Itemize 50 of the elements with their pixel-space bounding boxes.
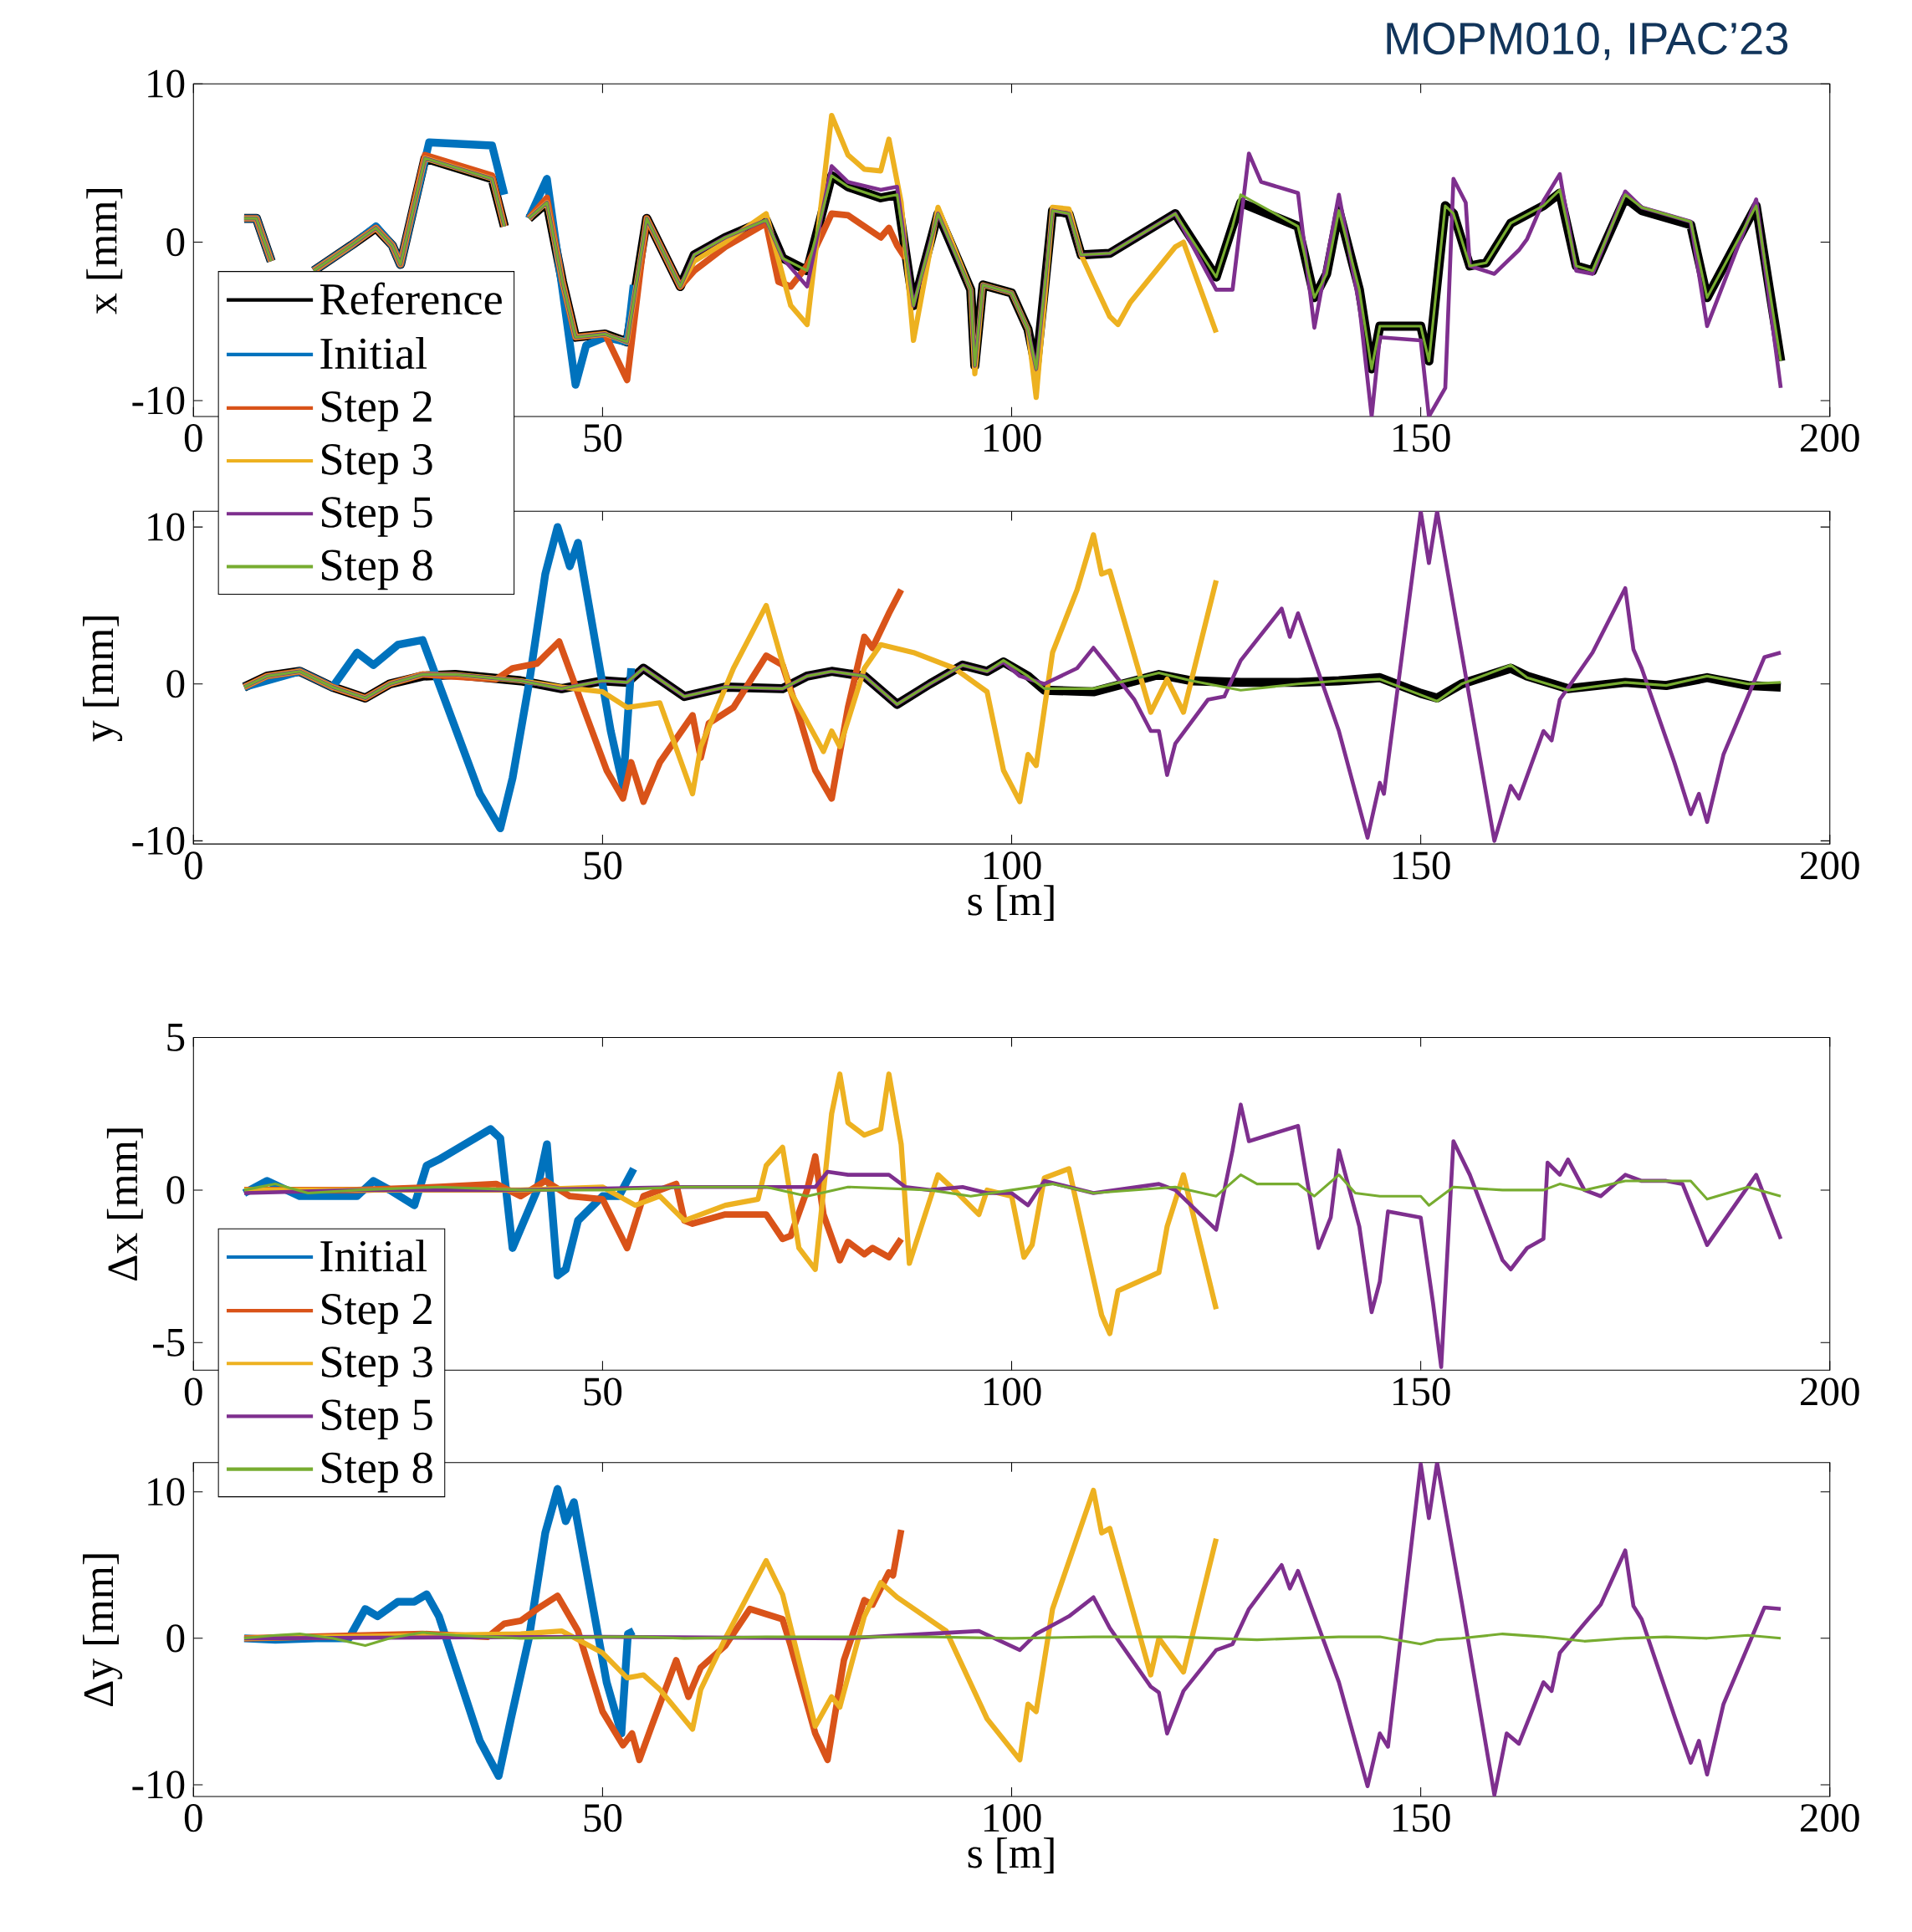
x-tick-label: 100: [984, 851, 1041, 880]
x-tick-label: 0: [184, 424, 202, 452]
x-tick-label: 100: [984, 1804, 1041, 1832]
y-axis-title: Δx [mm]: [106, 1128, 143, 1280]
y-tick-label: -10: [132, 1771, 185, 1799]
x-tick-label: 200: [1800, 1804, 1859, 1832]
y-tick-label: 5: [167, 1024, 185, 1051]
legend-label: Initial: [320, 1239, 427, 1272]
x-tick-label: 200: [1800, 1377, 1859, 1406]
x-tick-label: 150: [1393, 1804, 1450, 1832]
y-tick-label: -10: [132, 826, 185, 855]
x-tick-label: 200: [1800, 851, 1859, 880]
y-axis-title: y [mm]: [82, 616, 122, 742]
y-axis-title: x [mm]: [86, 188, 122, 314]
legend-label: Step 8: [321, 1452, 432, 1493]
x-axis-title: s [m]: [968, 1837, 1054, 1873]
x-tick-label: 50: [584, 1804, 621, 1832]
chart-title: MOPM010, IPAC’23: [1387, 22, 1787, 60]
legend-label: Step 3: [321, 444, 432, 484]
y-tick-label: 0: [166, 1176, 185, 1204]
x-tick-label: 150: [1393, 851, 1450, 880]
legend-label: Step 2: [321, 391, 432, 432]
legend-label: Step 3: [321, 1347, 432, 1387]
legend-label: Step 5: [321, 1399, 432, 1440]
x-tick-label: 100: [984, 424, 1041, 452]
x-tick-label: 0: [184, 1804, 202, 1832]
x-tick-label: 100: [984, 1377, 1041, 1406]
y-tick-label: 10: [148, 69, 185, 98]
legend-label: Initial: [320, 337, 427, 370]
x-tick-label: 50: [584, 851, 621, 880]
y-tick-label: -5: [152, 1329, 185, 1357]
x-tick-label: 50: [584, 424, 621, 452]
x-tick-label: 50: [584, 1377, 621, 1406]
x-axis-title: s [m]: [968, 885, 1054, 922]
x-tick-label: 200: [1800, 424, 1859, 452]
x-tick-label: 0: [184, 851, 202, 880]
y-tick-label: 0: [166, 1624, 185, 1653]
y-tick-label: 0: [166, 670, 185, 698]
legend-label: Step 8: [321, 549, 432, 590]
x-tick-label: 150: [1393, 1377, 1450, 1406]
x-tick-label: 0: [184, 1377, 202, 1406]
legend-label: Step 5: [321, 497, 432, 537]
y-tick-label: 0: [166, 227, 185, 257]
legend-label: Reference: [320, 282, 502, 315]
y-tick-label: -10: [132, 386, 185, 415]
y-axis-title: Δy [mm]: [82, 1554, 122, 1706]
y-tick-label: 10: [148, 1478, 185, 1506]
legend-label: Step 2: [321, 1294, 432, 1334]
x-tick-label: 150: [1393, 424, 1450, 452]
y-tick-label: 10: [148, 513, 185, 541]
